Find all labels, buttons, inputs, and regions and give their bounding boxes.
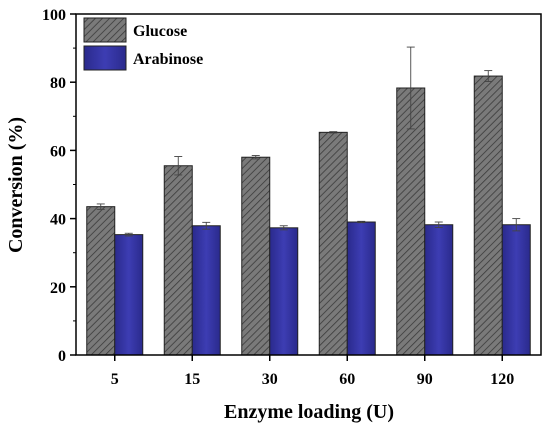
error-bar-arabinose-90 [434,221,443,228]
legend-label-glucose: Glucose [133,23,187,40]
x-tick-label-120: 120 [490,371,514,388]
y-tick-label-20: 20 [50,280,66,297]
bar-arabinose-15 [191,225,221,356]
error-bar-arabinose-5 [124,232,133,237]
bar-glucose-60 [318,131,348,356]
x-tick-label-5: 5 [111,371,119,388]
bar-arabinose-90 [424,224,454,356]
error-bars-layer [96,46,521,237]
error-bar-glucose-15 [174,156,183,176]
bar-arabinose-120 [501,224,531,356]
x-tick-label-15: 15 [184,371,200,388]
x-tick-label-60: 60 [339,371,355,388]
y-tick-label-80: 80 [50,75,66,92]
legend: Glucose Arabinose [83,17,203,71]
y-tick-label-60: 60 [50,143,66,160]
error-bar-glucose-120 [484,70,493,82]
error-bar-arabinose-120 [512,218,521,232]
error-bar-glucose-60 [329,131,338,134]
legend-swatch-arabinose [83,45,127,71]
legend-swatch-glucose [83,17,127,43]
error-bar-arabinose-15 [202,221,211,230]
y-axis-title: Conversion (%) [5,117,27,253]
y-tick-label-0: 0 [58,348,66,365]
bar-glucose-5 [86,206,116,356]
bar-glucose-30 [241,156,271,356]
bar-glucose-15 [163,165,193,356]
x-axis-title: Enzyme loading (U) [224,401,394,423]
bar-arabinose-30 [269,227,299,356]
error-bar-glucose-30 [251,155,260,160]
x-tick-label-90: 90 [417,371,433,388]
error-bar-arabinose-60 [357,220,366,224]
error-bar-glucose-5 [96,203,105,210]
x-tick-label-30: 30 [262,371,278,388]
legend-label-arabinose: Arabinose [133,51,203,68]
bar-arabinose-5 [114,234,144,356]
y-tick-label-100: 100 [42,7,66,24]
bar-arabinose-60 [346,221,376,356]
bar-glucose-90 [396,87,426,356]
error-bar-arabinose-30 [279,225,288,231]
error-bar-glucose-90 [406,46,415,130]
y-tick-label-40: 40 [50,212,66,229]
bars-layer [86,75,531,356]
ticks-layer: 5 15 30 60 90 120 0 20 40 60 80 100 [42,7,514,388]
bar-glucose-120 [473,75,503,356]
